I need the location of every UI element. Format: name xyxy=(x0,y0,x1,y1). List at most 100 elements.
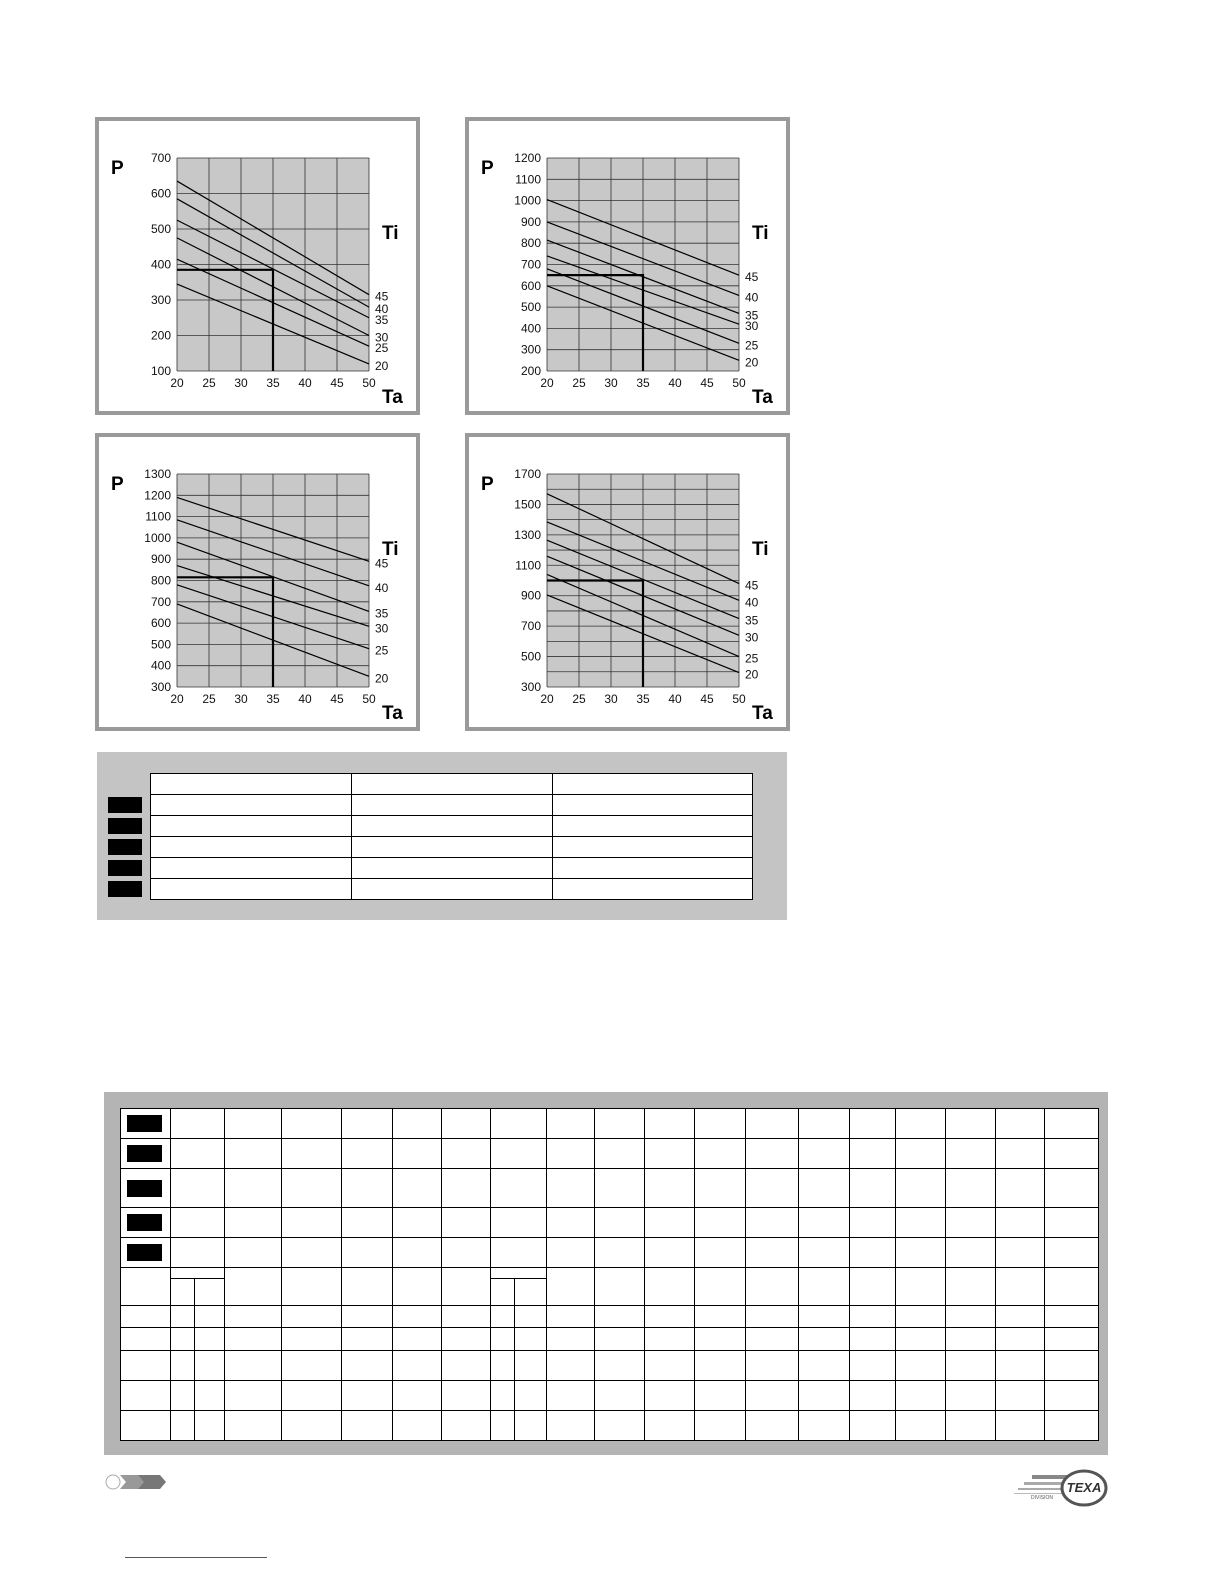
series-line-ti-40 xyxy=(546,221,740,296)
y-tick-label: 1000 xyxy=(144,531,171,545)
reading-marker xyxy=(547,274,645,371)
table-cell xyxy=(945,1410,996,1441)
table-cell xyxy=(441,1237,491,1268)
table-cell xyxy=(995,1327,1045,1351)
table-cell xyxy=(644,1267,695,1306)
y-tick-label: 1200 xyxy=(514,151,541,165)
table-cell xyxy=(490,1237,547,1268)
series-label: 20 xyxy=(745,355,759,369)
y-tick-label: 500 xyxy=(151,637,171,651)
table-cell xyxy=(995,1410,1045,1441)
table-cell xyxy=(392,1305,442,1328)
y-tick-label: 400 xyxy=(151,258,171,272)
x-tick-label: 40 xyxy=(668,692,682,706)
x-tick-label: 50 xyxy=(362,692,376,706)
y-tick-label: 1100 xyxy=(515,558,541,572)
table-cell xyxy=(849,1350,896,1381)
table-cell xyxy=(341,1410,393,1441)
series-label: 25 xyxy=(745,338,759,352)
row-label-tag xyxy=(108,818,142,834)
table-cell xyxy=(392,1207,442,1238)
table-cell xyxy=(995,1108,1045,1139)
table-cell xyxy=(546,1380,595,1411)
legend-title: Ti xyxy=(752,223,769,244)
series-label: 20 xyxy=(745,668,759,682)
table-cell xyxy=(514,1305,547,1328)
series-label: 35 xyxy=(745,614,759,628)
table-cell xyxy=(745,1168,799,1208)
table-cell xyxy=(120,1410,171,1441)
table-cell xyxy=(170,1138,225,1169)
table-cell xyxy=(341,1108,393,1139)
table-cell xyxy=(150,857,352,879)
table-cell xyxy=(392,1267,442,1306)
table-cell xyxy=(745,1380,799,1411)
table-cell xyxy=(224,1410,282,1441)
table-cell xyxy=(594,1138,645,1169)
series-label: 20 xyxy=(375,671,389,685)
table-cell xyxy=(514,1278,547,1306)
table-cell xyxy=(895,1410,946,1441)
series-label: 40 xyxy=(375,581,389,595)
chart-1: 100 200 300 400 500 600 700 20 25 30 35 40 45 50 45 40 3… xyxy=(95,117,420,415)
table-cell xyxy=(798,1108,850,1139)
table-cell xyxy=(694,1207,746,1238)
table-cell xyxy=(694,1237,746,1268)
row-label-tag xyxy=(127,1214,162,1231)
series-line-ti-45 xyxy=(546,198,740,276)
table-cell xyxy=(150,794,352,816)
x-tick-label: 45 xyxy=(700,692,714,706)
texa-logo-text: TEXA xyxy=(1067,1480,1102,1495)
table-cell xyxy=(895,1168,946,1208)
table-cell xyxy=(995,1207,1045,1238)
x-tick-label: 30 xyxy=(604,692,618,706)
table-cell xyxy=(798,1410,850,1441)
row-label-tag xyxy=(108,839,142,855)
table-cell xyxy=(150,815,352,837)
x-tick-label: 25 xyxy=(202,376,216,390)
x-tick-label: 35 xyxy=(636,692,650,706)
legend-title: Ti xyxy=(752,539,769,560)
specs-table-large xyxy=(104,1092,1108,1455)
chart-svg: 300 400 500 600 700 800 900 1000 1100 1200 1300 20 2… xyxy=(111,467,403,724)
y-tick-label: 200 xyxy=(151,329,171,343)
series-line-ti-40 xyxy=(176,519,370,587)
y-tick-label: 200 xyxy=(521,364,541,378)
table-cell xyxy=(392,1108,442,1139)
table-cell xyxy=(170,1278,195,1306)
table-cell xyxy=(150,878,352,900)
y-tick-label: 700 xyxy=(521,619,541,633)
y-tick-label: 1100 xyxy=(145,510,171,524)
y-tick-label: 500 xyxy=(521,650,541,664)
x-tick-label: 20 xyxy=(170,692,184,706)
x-tick-label: 20 xyxy=(540,692,554,706)
table-cell xyxy=(594,1380,645,1411)
table-cell xyxy=(1044,1207,1099,1238)
table-cell xyxy=(798,1237,850,1268)
table-cell xyxy=(644,1168,695,1208)
table-cell xyxy=(224,1350,282,1381)
x-tick-label: 50 xyxy=(362,376,376,390)
table-cell xyxy=(281,1305,342,1328)
row-label-tag xyxy=(108,797,142,813)
table-cell xyxy=(546,1108,595,1139)
x-axis-label: Ta xyxy=(382,703,403,724)
link-underline[interactable] xyxy=(125,1557,267,1558)
table-cell xyxy=(341,1138,393,1169)
table-cell xyxy=(1044,1380,1099,1411)
y-tick-label: 900 xyxy=(151,552,171,566)
table-cell xyxy=(644,1410,695,1441)
series-label: 30 xyxy=(375,331,389,345)
series-label: 45 xyxy=(745,579,759,593)
table-cell xyxy=(351,878,553,900)
row-label-tag xyxy=(127,1244,162,1261)
table-cell xyxy=(1044,1108,1099,1139)
table-cell xyxy=(224,1168,282,1208)
table-cell xyxy=(170,1237,225,1268)
x-tick-label: 40 xyxy=(668,376,682,390)
x-axis-label: Ta xyxy=(382,387,403,408)
series-label: 30 xyxy=(745,630,759,644)
table-cell xyxy=(194,1278,225,1306)
series-label: 25 xyxy=(375,644,389,658)
table-cell xyxy=(490,1207,547,1238)
